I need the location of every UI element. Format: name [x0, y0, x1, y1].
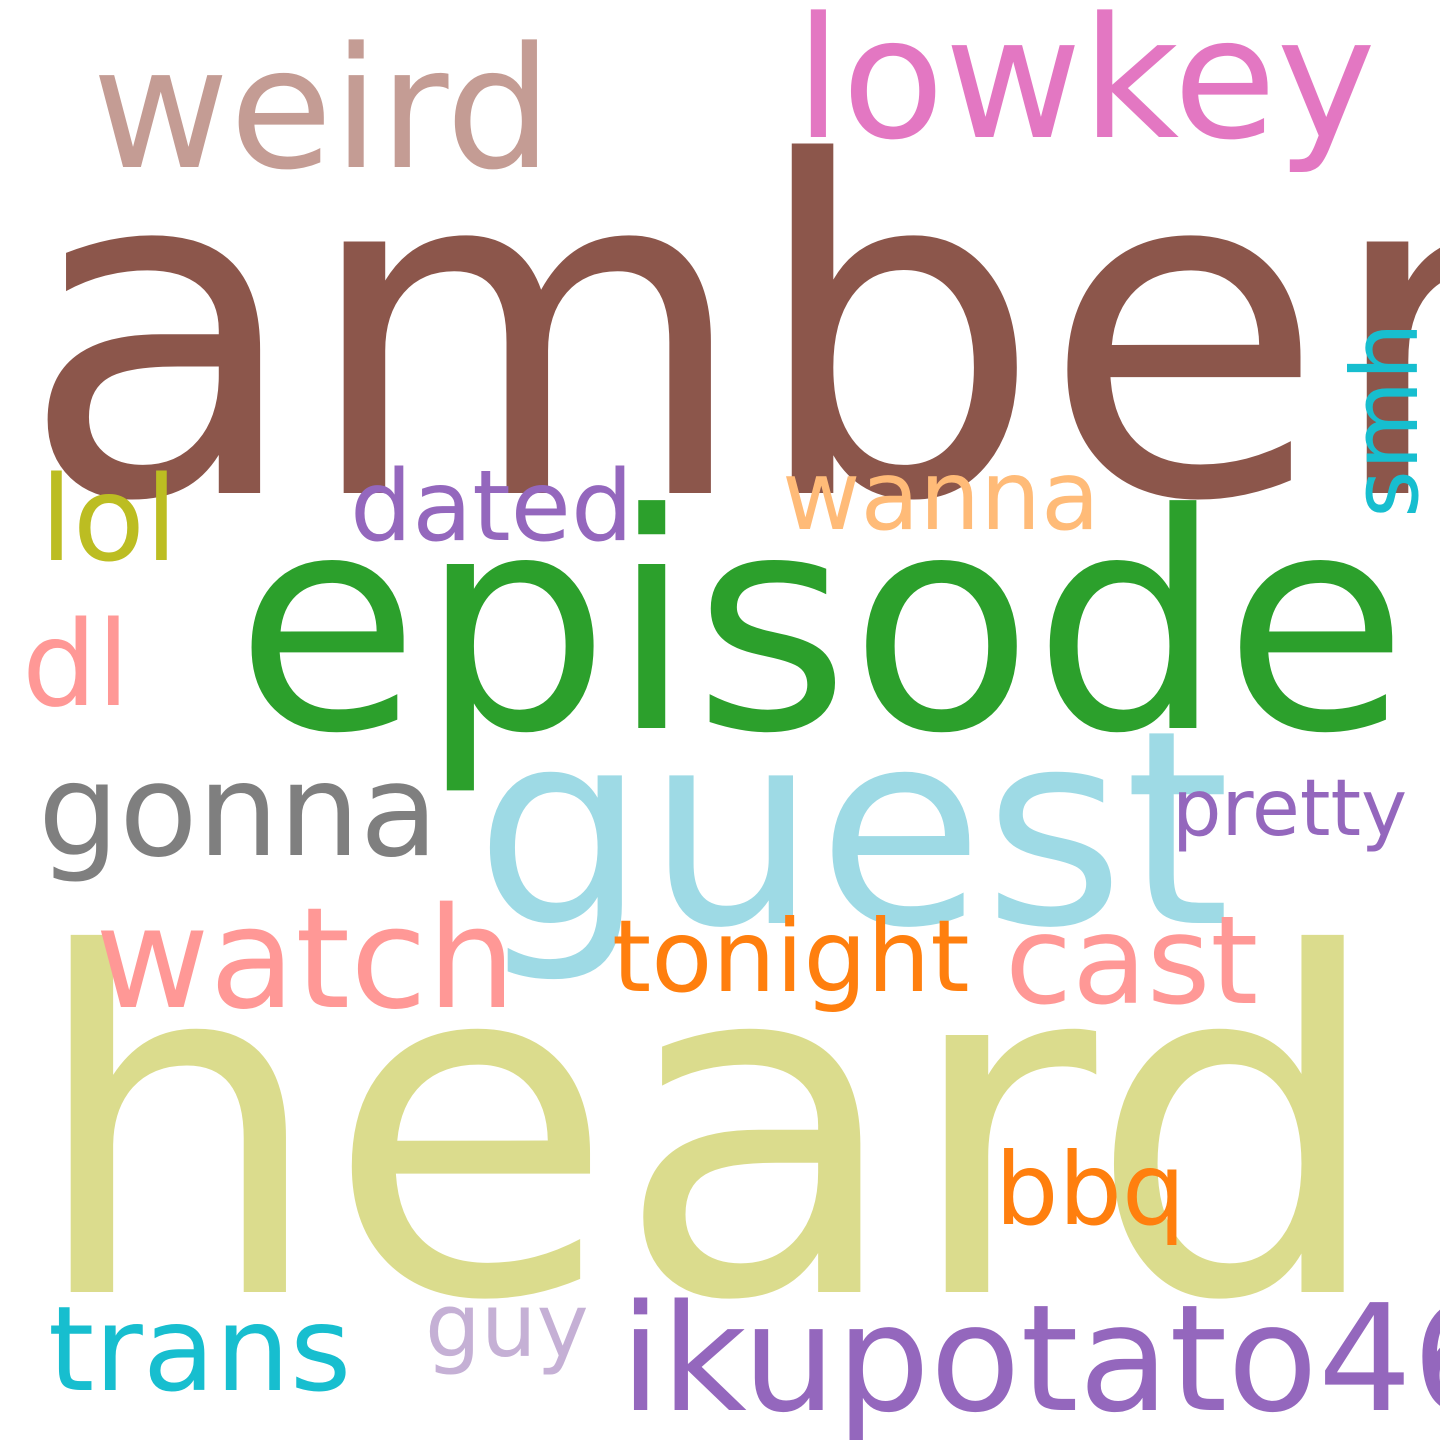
word-amber: amber: [20, 67, 1440, 602]
word-pretty: pretty: [1172, 764, 1408, 854]
word-smh: smh: [1332, 322, 1439, 518]
word-trans: trans: [48, 1280, 352, 1418]
word-cast: cast: [1005, 890, 1259, 1032]
word-bbq: bbq: [995, 1131, 1186, 1248]
word-ikupotato46: ikupotato46: [620, 1273, 1440, 1440]
word-dated: dated: [350, 450, 634, 564]
word-episode: episode: [235, 450, 1409, 799]
word-lowkey: lowkey: [795, 0, 1376, 177]
word-weird: weird: [92, 11, 553, 207]
word-gonna: gonna: [38, 737, 439, 886]
word-tonight: tonight: [612, 898, 970, 1015]
word-guest: guest: [475, 672, 1231, 987]
word-guy: guy: [425, 1274, 589, 1377]
word-watch: watch: [95, 878, 516, 1041]
word-lol: lol: [40, 450, 178, 588]
word-dl: dl: [22, 595, 130, 733]
word-wanna: wanna: [782, 440, 1100, 552]
word-heard: heard: [28, 856, 1387, 1403]
